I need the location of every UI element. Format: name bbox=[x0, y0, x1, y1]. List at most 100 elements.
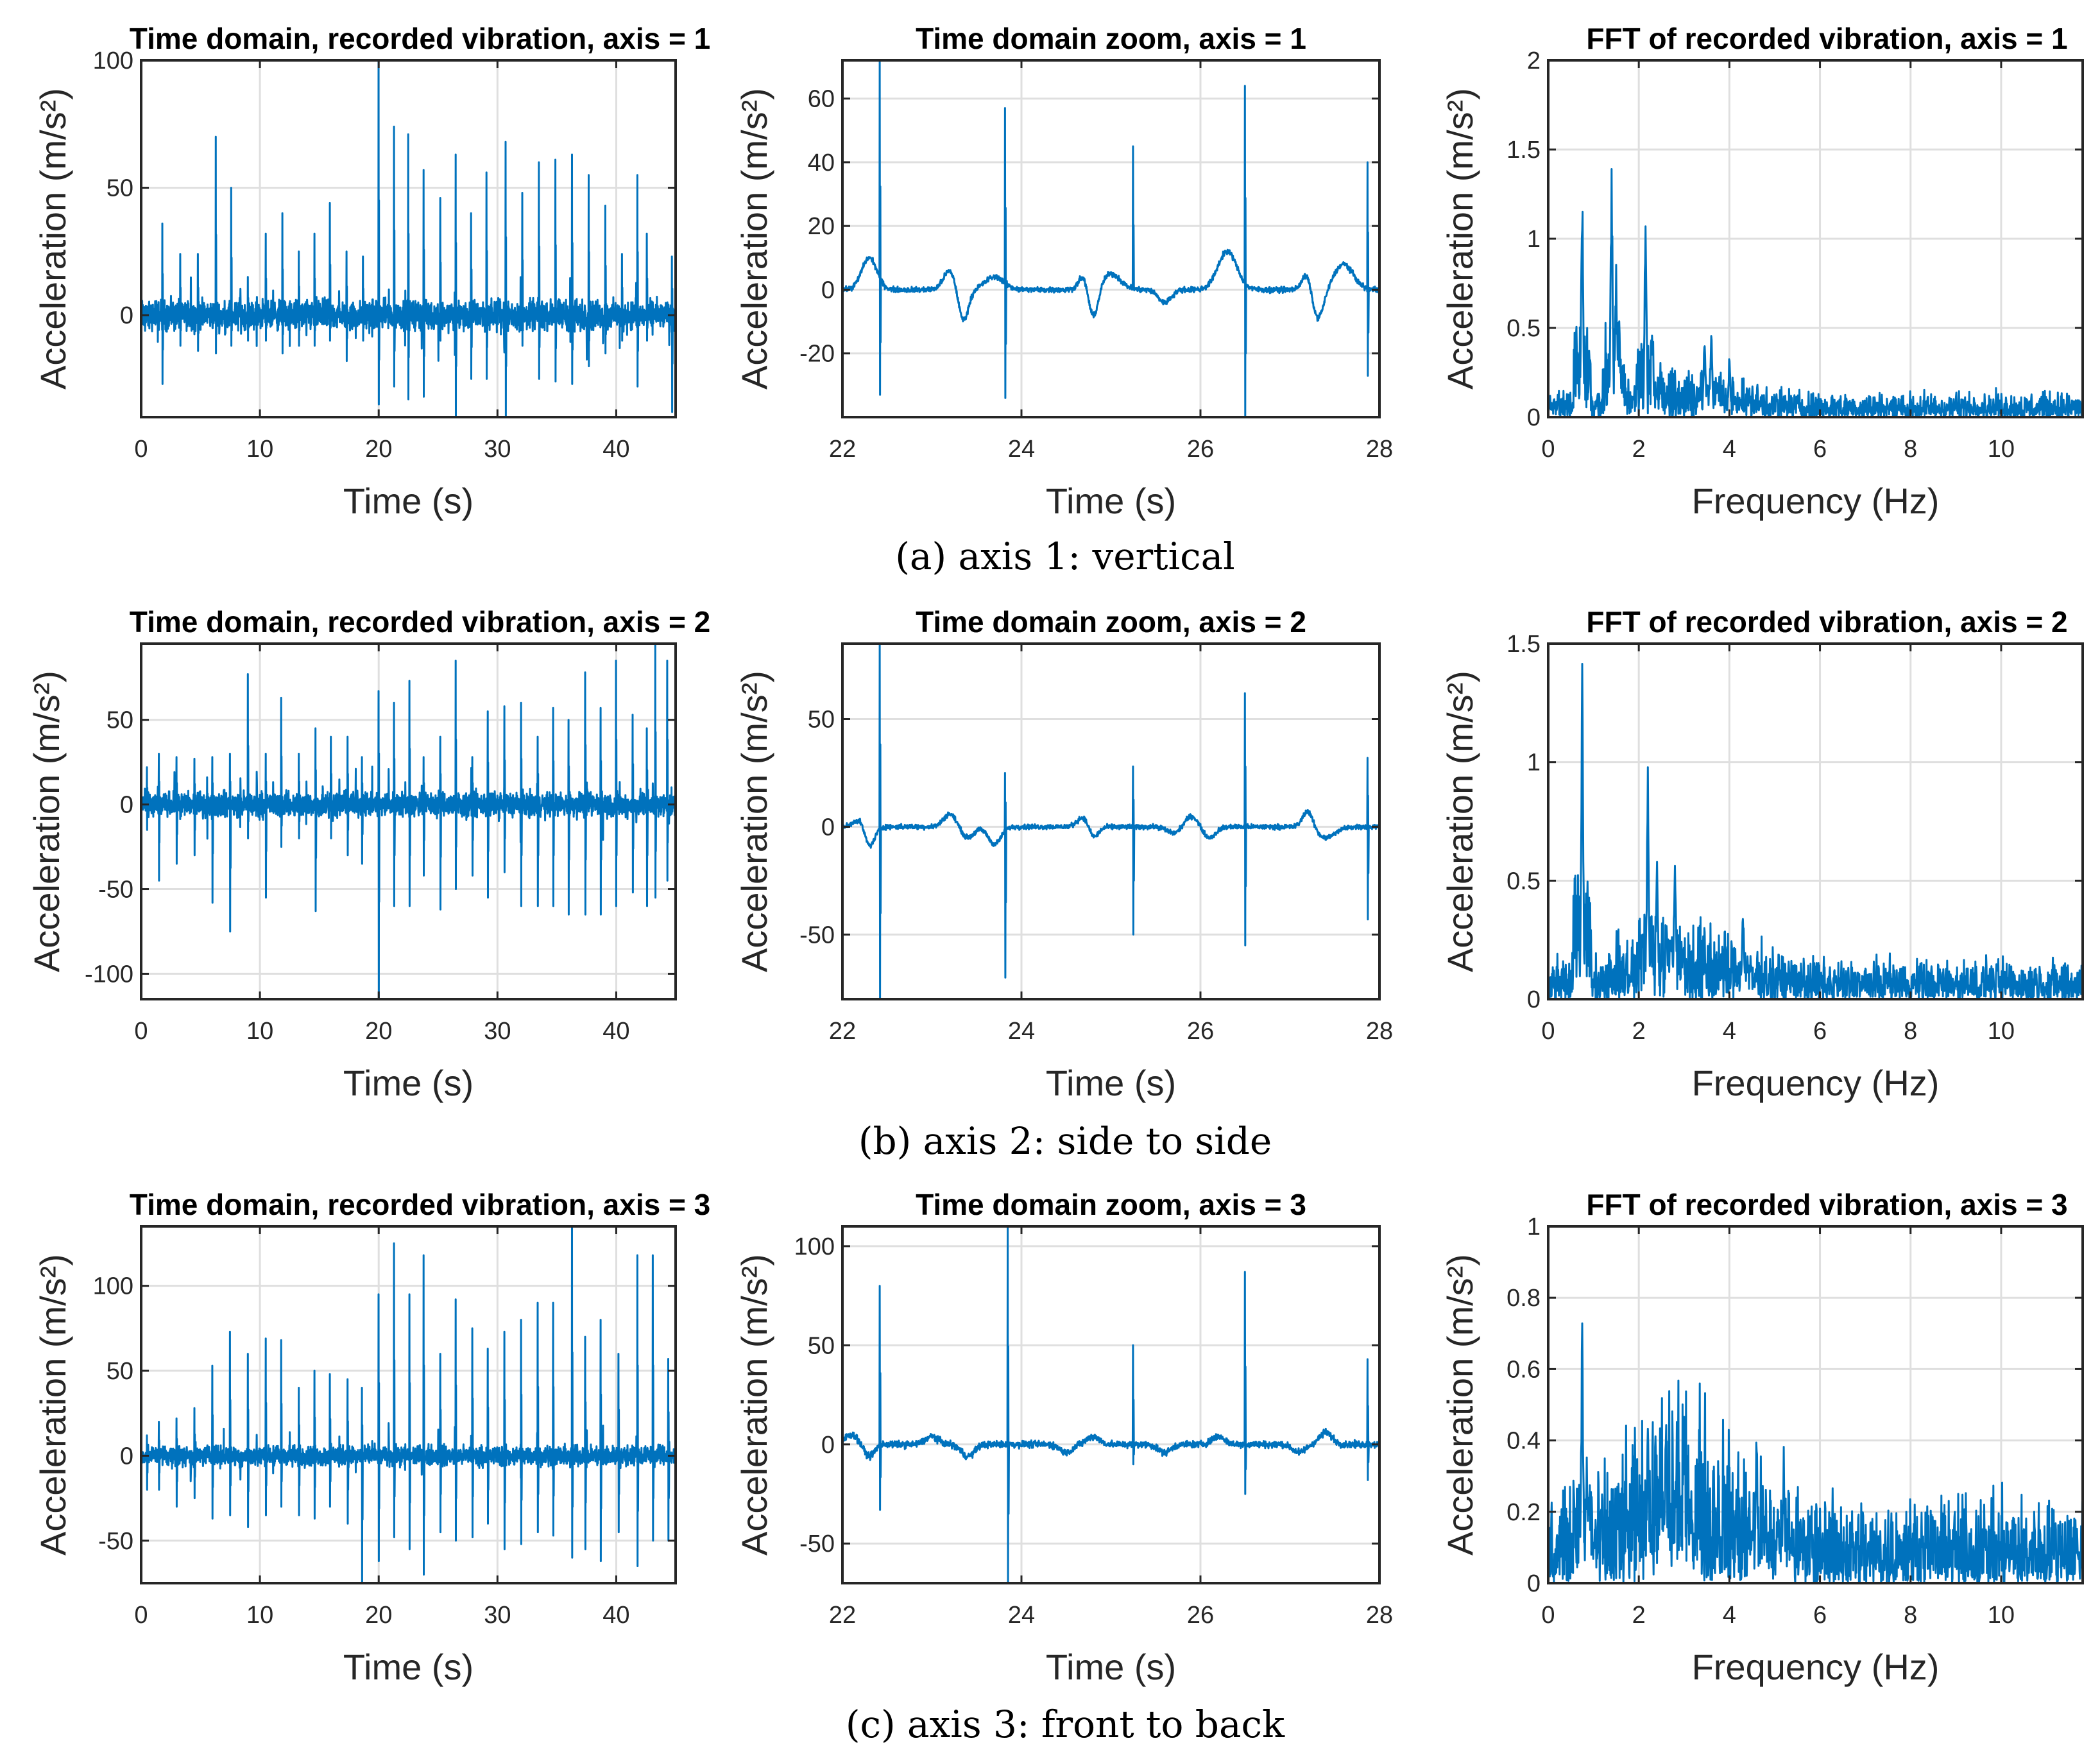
x-tick-label: 10 bbox=[246, 1602, 273, 1629]
x-tick-label: 0 bbox=[1541, 436, 1555, 463]
x-tick-label: 30 bbox=[484, 1018, 511, 1045]
y-tick-label: 2 bbox=[1527, 47, 1541, 74]
x-axis-label: Time (s) bbox=[1046, 481, 1176, 521]
x-tick-label: 4 bbox=[1723, 436, 1736, 463]
y-tick-label: -20 bbox=[799, 341, 835, 368]
x-tick-label: 30 bbox=[484, 436, 511, 463]
chart-panel-4: 0 10 20 30 40 -100 -50 0 50 Time domain, recorded… bbox=[26, 605, 710, 1103]
y-tick-label: 40 bbox=[808, 150, 835, 176]
x-tick-label: 40 bbox=[602, 1602, 629, 1629]
y-tick-label: -50 bbox=[98, 877, 133, 904]
y-tick-label: -50 bbox=[98, 1528, 133, 1555]
x-tick-label: 10 bbox=[246, 1018, 273, 1045]
y-tick-label: 0 bbox=[120, 302, 133, 329]
y-tick-label: 50 bbox=[107, 707, 133, 734]
caption-a: (a) axis 1: vertical bbox=[895, 535, 1234, 578]
y-axis-label: Acceleration (m/s²) bbox=[33, 88, 73, 390]
axes-box bbox=[841, 1225, 1381, 1584]
data-series-line bbox=[841, 1225, 1380, 1584]
y-tick-label: 100 bbox=[93, 47, 133, 74]
axes-box bbox=[140, 1225, 677, 1584]
x-tick-label: 6 bbox=[1813, 436, 1827, 463]
y-axis-label: Acceleration (m/s²) bbox=[734, 671, 774, 972]
x-axis-label: Time (s) bbox=[343, 1647, 474, 1687]
y-tick-label: 1 bbox=[1527, 226, 1541, 253]
x-tick-label: 0 bbox=[1541, 1602, 1555, 1629]
y-tick-label: 50 bbox=[808, 707, 835, 734]
x-tick-label: 40 bbox=[602, 436, 629, 463]
chart-panel-7: 0 10 20 30 40 -50 0 50 100 Time domain, recorded … bbox=[33, 1188, 710, 1687]
x-tick-label: 28 bbox=[1366, 1602, 1393, 1629]
chart-panel-6: 0 2 4 6 8 10 0 0.5 1 1.5 FFT of recorded vibration… bbox=[1440, 605, 2084, 1103]
y-tick-label: -50 bbox=[799, 1531, 835, 1557]
data-series-line bbox=[1547, 1322, 2084, 1584]
data-series-line bbox=[1547, 168, 2084, 418]
x-tick-label: 22 bbox=[829, 1602, 856, 1629]
data-series-line bbox=[140, 59, 677, 418]
x-tick-label: 4 bbox=[1723, 1602, 1736, 1629]
x-tick-label: 20 bbox=[365, 1602, 392, 1629]
chart-title: Time domain zoom, axis = 1 bbox=[916, 22, 1306, 55]
x-tick-label: 4 bbox=[1723, 1018, 1736, 1045]
chart-title: FFT of recorded vibration, axis = 3 bbox=[1586, 1188, 2067, 1221]
x-tick-label: 10 bbox=[246, 436, 273, 463]
x-tick-label: 20 bbox=[365, 1018, 392, 1045]
y-tick-label: 1.5 bbox=[1507, 631, 1541, 658]
x-tick-label: 2 bbox=[1632, 436, 1646, 463]
x-tick-label: 26 bbox=[1187, 436, 1214, 463]
x-tick-label: 26 bbox=[1187, 1602, 1214, 1629]
y-tick-label: 0 bbox=[120, 1443, 133, 1470]
x-tick-label: 10 bbox=[1988, 436, 2015, 463]
y-axis-label: Acceleration (m/s²) bbox=[33, 1254, 73, 1556]
x-tick-label: 0 bbox=[134, 1602, 148, 1629]
y-tick-label: 0 bbox=[1527, 1570, 1541, 1597]
x-tick-label: 10 bbox=[1988, 1602, 2015, 1629]
y-tick-label: 0.8 bbox=[1507, 1285, 1541, 1312]
x-axis-label: Time (s) bbox=[343, 1063, 474, 1103]
y-tick-label: 1 bbox=[1527, 1214, 1541, 1240]
axes-box bbox=[140, 59, 677, 418]
y-tick-label: 1.5 bbox=[1507, 137, 1541, 164]
x-tick-label: 24 bbox=[1008, 436, 1035, 463]
x-tick-label: 22 bbox=[829, 436, 856, 463]
y-tick-label: 100 bbox=[93, 1273, 133, 1300]
y-tick-label: 60 bbox=[808, 86, 835, 113]
x-tick-label: 6 bbox=[1813, 1602, 1827, 1629]
x-axis-label: Time (s) bbox=[1046, 1647, 1176, 1687]
x-tick-label: 6 bbox=[1813, 1018, 1827, 1045]
x-tick-label: 40 bbox=[602, 1018, 629, 1045]
y-tick-label: 0.2 bbox=[1507, 1499, 1541, 1526]
x-tick-label: 28 bbox=[1366, 436, 1393, 463]
y-tick-label: 1 bbox=[1527, 750, 1541, 777]
x-axis-label: Frequency (Hz) bbox=[1692, 1647, 1940, 1687]
chart-title: Time domain zoom, axis = 3 bbox=[916, 1188, 1306, 1221]
y-tick-label: 0.5 bbox=[1507, 868, 1541, 895]
chart-title: FFT of recorded vibration, axis = 1 bbox=[1586, 22, 2067, 55]
x-tick-label: 20 bbox=[365, 436, 392, 463]
chart-title: Time domain, recorded vibration, axis = … bbox=[130, 605, 710, 639]
chart-title: Time domain, recorded vibration, axis = … bbox=[130, 1188, 710, 1221]
x-tick-label: 8 bbox=[1904, 1602, 1917, 1629]
data-series-line bbox=[140, 642, 677, 1000]
y-tick-label: 100 bbox=[794, 1233, 835, 1260]
axes-box bbox=[1547, 1225, 2084, 1584]
x-tick-label: 28 bbox=[1366, 1018, 1393, 1045]
y-tick-label: -50 bbox=[799, 922, 835, 948]
data-series-line bbox=[841, 642, 1381, 1000]
caption-c: (c) axis 3: front to back bbox=[846, 1703, 1285, 1746]
x-tick-label: 22 bbox=[829, 1018, 856, 1045]
x-tick-label: 8 bbox=[1904, 1018, 1917, 1045]
y-tick-label: 20 bbox=[808, 213, 835, 240]
data-series-line bbox=[841, 59, 1381, 418]
y-tick-label: 0.4 bbox=[1507, 1428, 1541, 1455]
chart-title: Time domain zoom, axis = 2 bbox=[916, 605, 1306, 639]
caption-b: (b) axis 2: side to side bbox=[858, 1119, 1272, 1163]
y-tick-label: 0 bbox=[821, 1432, 835, 1459]
y-axis-label: Acceleration (m/s²) bbox=[1440, 88, 1480, 390]
chart-panel-9: 0 2 4 6 8 10 0 0.2 0.4 0.6 0.8 1 FFT of recorded vib… bbox=[1440, 1188, 2084, 1687]
y-axis-label: Acceleration (m/s²) bbox=[734, 1254, 774, 1556]
y-tick-label: 50 bbox=[107, 1358, 133, 1385]
y-axis-label: Acceleration (m/s²) bbox=[734, 88, 774, 390]
x-tick-label: 0 bbox=[1541, 1018, 1555, 1045]
